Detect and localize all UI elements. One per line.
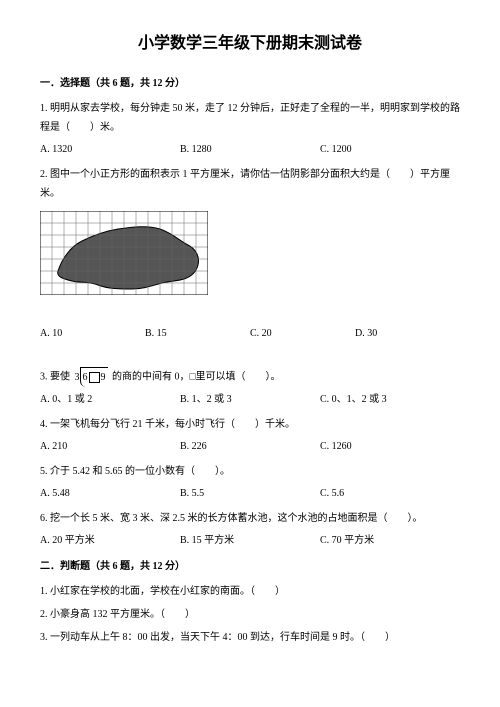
q6-opt-c: C. 70 平方米 xyxy=(320,532,460,550)
q6-opt-b: B. 15 平方米 xyxy=(180,532,320,550)
q2-opt-b: B. 15 xyxy=(145,325,250,343)
q1-options: A. 1320 B. 1280 C. 1200 xyxy=(40,141,460,159)
page-title: 小学数学三年级下册期末测试卷 xyxy=(40,30,460,59)
q2-opt-d: D. 30 xyxy=(355,325,460,343)
q1-opt-c: C. 1200 xyxy=(320,141,460,159)
q5-opt-a: A. 5.48 xyxy=(40,485,180,503)
q3-opt-c: C. 0、1、2 或 3 xyxy=(320,391,460,409)
q4-opt-a: A. 210 xyxy=(40,438,180,456)
q3-opt-b: B. 1、2 或 3 xyxy=(180,391,320,409)
q1-opt-b: B. 1280 xyxy=(180,141,320,159)
q5-options: A. 5.48 B. 5.5 C. 5.6 xyxy=(40,485,460,503)
q2-text: 2. 图中一个小正方形的面积表示 1 平方厘米，请你估一估阴影部分面积大约是（ … xyxy=(40,165,460,203)
blank-square xyxy=(89,372,100,383)
q5-text: 5. 介于 5.42 和 5.65 的一位小数有（ ）。 xyxy=(40,462,460,481)
q3-options: A. 0、1 或 2 B. 1、2 或 3 C. 0、1、2 或 3 xyxy=(40,391,460,409)
divisor-3: 3 xyxy=(75,368,80,387)
long-division: 369 xyxy=(73,367,110,387)
q5-opt-c: C. 5.6 xyxy=(320,485,460,503)
dividend: 69 xyxy=(80,367,108,387)
s2-q3: 3. 一列动车从上午 8：00 出发，当天下午 4：00 到达，行车时间是 9 … xyxy=(40,628,460,647)
q2-figure xyxy=(40,211,460,295)
q3-prefix: 3. 要使 xyxy=(40,371,70,382)
q1-opt-a: A. 1320 xyxy=(40,141,180,159)
s2-q2: 2. 小豪身高 132 平方厘米。（ ） xyxy=(40,605,460,624)
q3-opt-a: A. 0、1 或 2 xyxy=(40,391,180,409)
s2-q1: 1. 小红家在学校的北面，学校在小红家的南面。（ ） xyxy=(40,582,460,601)
grid-figure-svg xyxy=(40,211,208,295)
section2-header: 二．判断题（共 6 题，共 12 分） xyxy=(40,558,460,576)
q4-opt-b: B. 226 xyxy=(180,438,320,456)
q3-text: 3. 要使 369 的商的中间有 0，□里可以填（ ）。 xyxy=(40,367,460,387)
q2-opt-c: C. 20 xyxy=(250,325,355,343)
q4-opt-c: C. 1260 xyxy=(320,438,460,456)
q4-text: 4. 一架飞机每分飞行 21 千米，每小时飞行（ ）千米。 xyxy=(40,415,460,434)
q3-suffix: 的商的中间有 0，□里可以填（ ）。 xyxy=(112,371,281,382)
q6-options: A. 20 平方米 B. 15 平方米 C. 70 平方米 xyxy=(40,532,460,550)
q2-opt-a: A. 10 xyxy=(40,325,145,343)
q5-opt-b: B. 5.5 xyxy=(180,485,320,503)
q6-text: 6. 挖一个长 5 米、宽 3 米、深 2.5 米的长方体蓄水池，这个水池的占地… xyxy=(40,509,460,528)
q6-opt-a: A. 20 平方米 xyxy=(40,532,180,550)
section1-header: 一．选择题（共 6 题，共 12 分） xyxy=(40,75,460,93)
q1-text: 1. 明明从家去学校，每分钟走 50 米，走了 12 分钟后，正好走了全程的一半… xyxy=(40,99,460,137)
q2-options: A. 10 B. 15 C. 20 D. 30 xyxy=(40,325,460,343)
q4-options: A. 210 B. 226 C. 1260 xyxy=(40,438,460,456)
